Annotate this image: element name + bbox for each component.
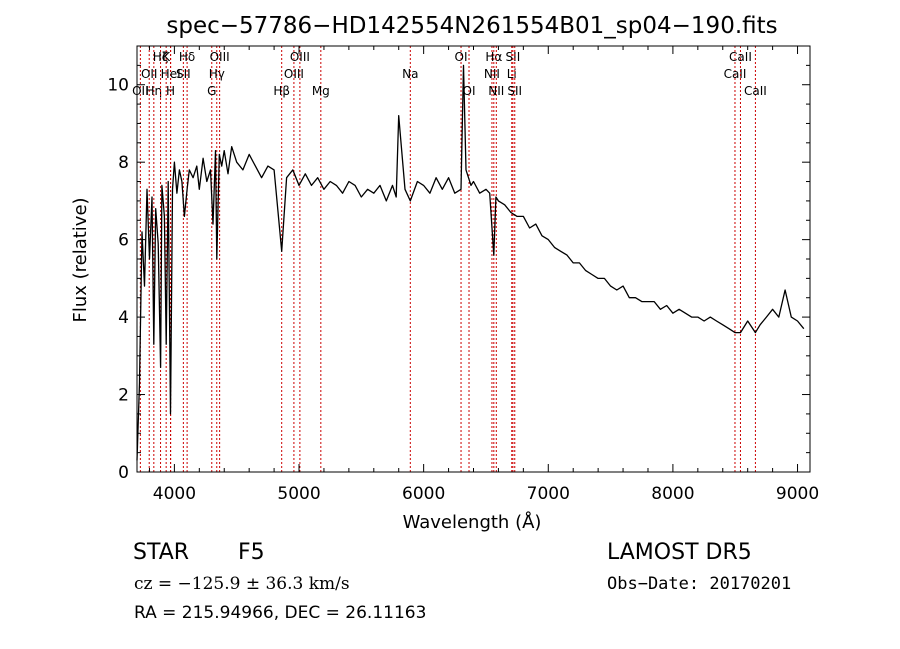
line-marker-label: Na <box>402 67 418 81</box>
axis-ticks: 4000 5000 6000 7000 8000 9000 0 2 4 6 8 10 <box>107 46 819 504</box>
line-marker-label: CaII <box>729 50 752 64</box>
plot-frame <box>136 45 811 473</box>
y-tick-label: 10 <box>107 76 129 96</box>
coordinates: RA = 215.94966, DEC = 26.11163 <box>134 603 427 623</box>
line-marker-label: OI <box>455 50 468 64</box>
y-tick-label: 6 <box>118 231 129 251</box>
x-tick-label: 5000 <box>277 484 320 504</box>
redshift-velocity: cz = −125.9 ± 36.3 km/s <box>134 574 350 594</box>
line-marker-label: OIII <box>284 67 304 81</box>
line-marker-label: SII <box>506 50 521 64</box>
spectrum-series-line <box>136 64 805 461</box>
line-marker-label: SII <box>507 84 522 98</box>
x-axis-label: Wavelength (Å) <box>403 511 542 533</box>
x-tick-label: 6000 <box>402 484 445 504</box>
survey-label: LAMOST DR5 <box>607 540 752 565</box>
line-marker-label: Hδ <box>179 50 195 64</box>
line-marker-label: CaII <box>744 84 767 98</box>
line-marker-label: NII <box>484 67 500 81</box>
chart-title: spec−57786−HD142554N261554B01_sp04−190.f… <box>166 13 777 39</box>
line-marker-label: Hα <box>485 50 502 64</box>
y-tick-label: 2 <box>118 386 129 406</box>
line-marker-label: Hζ <box>153 50 169 64</box>
line-marker-label: CaII <box>724 67 747 81</box>
line-marker-label: K <box>162 50 171 64</box>
line-marker-label: Li <box>507 67 517 81</box>
line-marker-label: OII <box>132 84 149 98</box>
y-axis-label: Flux (relative) <box>70 197 91 322</box>
line-marker-label: OI <box>463 84 476 98</box>
x-tick-label: 4000 <box>153 484 196 504</box>
line-marker-label: NII <box>488 84 504 98</box>
line-marker-label: Hη <box>146 84 163 98</box>
line-marker-label: OII <box>141 67 158 81</box>
object-class: STAR <box>133 540 190 565</box>
y-tick-label: 0 <box>118 463 129 483</box>
line-marker-label: OIII <box>210 50 230 64</box>
y-tick-label: 4 <box>118 308 129 328</box>
line-marker-label: Hβ <box>273 84 290 98</box>
line-marker-label: Hγ <box>209 67 225 81</box>
x-tick-label: 9000 <box>776 484 819 504</box>
line-marker-label: Mg <box>312 84 330 98</box>
line-marker-label: HeI <box>161 67 181 81</box>
line-marker-label: SII <box>176 67 191 81</box>
observation-date: Obs−Date: 20170201 <box>607 574 792 594</box>
line-marker-label: G <box>207 84 216 98</box>
x-tick-label: 8000 <box>651 484 694 504</box>
line-marker-label: OIII <box>290 50 310 64</box>
x-tick-label: 7000 <box>527 484 570 504</box>
line-markers: OIIOIIHηHζKHHeISIIHδGHγOIIIHβOIIIOIIIMgN… <box>132 46 767 472</box>
spectral-subclass: F5 <box>238 540 265 565</box>
y-tick-label: 8 <box>118 153 129 173</box>
